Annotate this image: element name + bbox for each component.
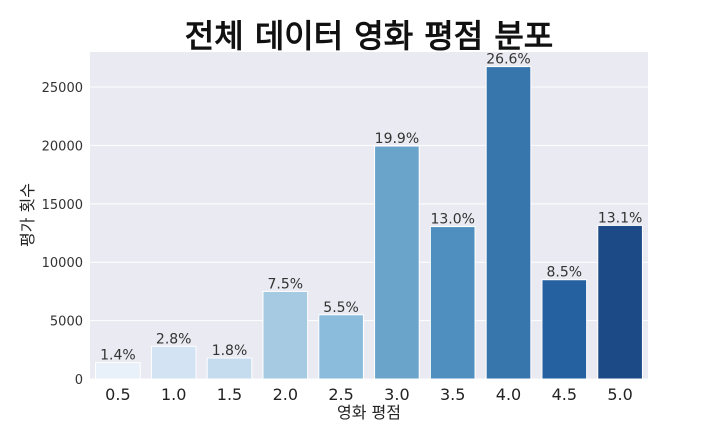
- bar-1.0: [150, 345, 197, 380]
- y-tick-label: 0: [75, 373, 83, 388]
- y-axis-ticks: 0 5000 10000 15000 20000 25000: [42, 81, 83, 388]
- x-tick-label: 0.5: [105, 385, 130, 404]
- y-tick-label: 20000: [42, 139, 83, 154]
- bar-0.5: [95, 362, 141, 380]
- x-tick-label: 3.0: [384, 385, 409, 404]
- x-axis-label: 영화 평점: [337, 403, 401, 422]
- x-tick-label: 2.5: [328, 385, 353, 404]
- x-tick-label: 1.0: [161, 385, 186, 404]
- x-axis-ticks: 0.5 1.0 1.5 2.0 2.5 3.0 3.5 4.0 4.5 5.0: [105, 385, 633, 404]
- y-tick-label: 25000: [42, 81, 83, 96]
- x-tick-label: 3.5: [440, 385, 465, 404]
- y-axis-label: 평가 횟수: [18, 183, 37, 247]
- data-labels: 1.4% 2.8% 1.8% 7.5% 5.5% 19.9% 13.0% 26.6% 8.5% 1…: [100, 52, 642, 364]
- x-tick-label: 5.0: [607, 385, 632, 404]
- data-label: 2.8%: [156, 331, 192, 347]
- x-tick-label: 2.0: [273, 385, 298, 404]
- bar-5.0: [597, 224, 643, 380]
- bar-3.0: [374, 145, 420, 380]
- data-label: 8.5%: [547, 265, 583, 281]
- data-label: 1.8%: [212, 343, 248, 359]
- x-tick-label: 1.5: [217, 385, 242, 404]
- x-tick-label: 4.0: [496, 385, 521, 404]
- bars: [95, 66, 643, 380]
- y-tick-label: 10000: [42, 256, 83, 271]
- data-label: 26.6%: [486, 52, 530, 68]
- bar-4.5: [541, 279, 588, 380]
- y-tick-label: 15000: [42, 198, 83, 213]
- data-label: 7.5%: [268, 276, 304, 292]
- data-label: 13.1%: [598, 210, 642, 226]
- data-label: 5.5%: [323, 300, 359, 316]
- data-label: 19.9%: [375, 131, 419, 147]
- bar-2.5: [318, 314, 364, 380]
- bar-4.0: [485, 66, 532, 380]
- bar-2.0: [262, 290, 309, 380]
- data-label: 1.4%: [100, 348, 136, 364]
- bar-1.5: [206, 357, 253, 380]
- x-tick-label: 4.5: [552, 385, 577, 404]
- data-label: 13.0%: [430, 212, 474, 228]
- y-tick-label: 5000: [50, 315, 83, 330]
- chart-title: 전체 데이터 영화 평점 분포: [185, 17, 553, 55]
- bar-3.5: [429, 226, 476, 380]
